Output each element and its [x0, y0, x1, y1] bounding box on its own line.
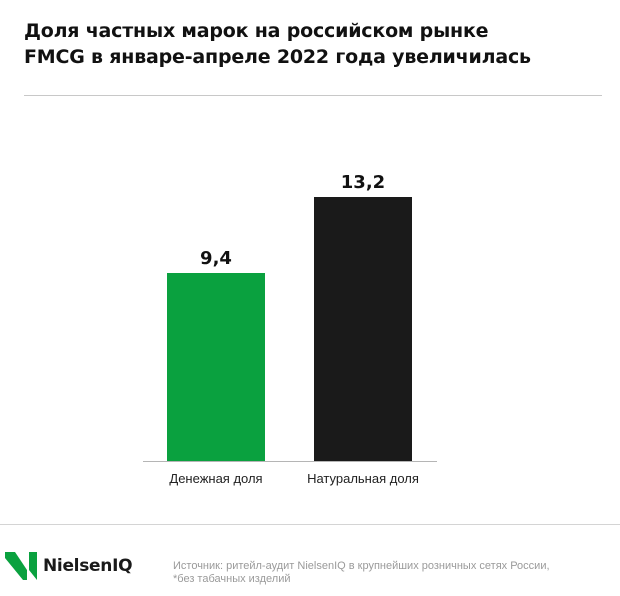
category-label-1: Денежная доля [169, 471, 262, 486]
bar-chart: 9,4 Денежная доля 13,2 Натуральная доля [143, 172, 437, 486]
chart-title-line-2: FMCG в январе-апреле 2022 года увеличила… [24, 46, 531, 68]
chart-title: Доля частных марок на российском рынке F… [24, 18, 604, 70]
source-note-line-1: Источник: ритейл-аудит NielsenIQ в крупн… [173, 560, 550, 572]
source-note-line-2: *без табачных изделий [173, 573, 291, 585]
nielseniq-logo: NielsenIQ [5, 551, 133, 581]
source-note: Источник: ритейл-аудит NielsenIQ в крупн… [173, 560, 613, 586]
title-divider [24, 95, 602, 96]
bar-1 [167, 273, 265, 461]
nielseniq-logo-icon [5, 552, 37, 580]
footer-divider [0, 524, 620, 525]
category-label-2: Натуральная доля [307, 471, 419, 486]
chart-title-line-1: Доля частных марок на российском рынке [24, 20, 489, 42]
bar-value-label-1: 9,4 [200, 248, 232, 269]
nielseniq-logo-text: NielsenIQ [43, 556, 133, 576]
bar-2 [314, 197, 412, 461]
bar-value-label-2: 13,2 [341, 172, 385, 193]
